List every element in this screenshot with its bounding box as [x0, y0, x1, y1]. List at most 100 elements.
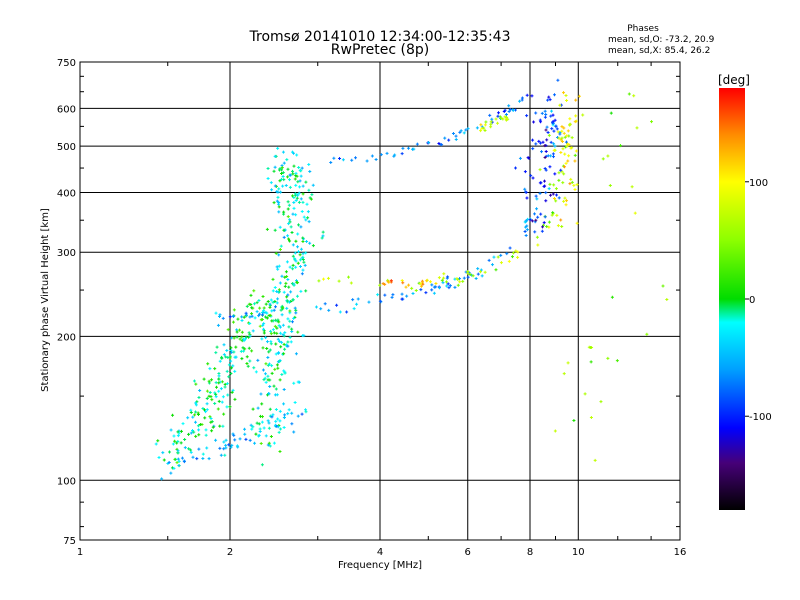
echo-point [291, 212, 295, 216]
echo-point [231, 388, 235, 392]
chart-title-line2: RwPretec (8p) [331, 42, 429, 58]
echo-point [568, 117, 572, 121]
echo-point [275, 190, 279, 194]
echo-point [400, 292, 404, 296]
y-tick-label: 400 [57, 188, 76, 199]
echo-point [283, 413, 287, 417]
echo-point [233, 438, 237, 442]
echo-point [235, 330, 239, 334]
echo-point [282, 161, 286, 165]
echo-point [228, 315, 232, 319]
echo-point [560, 136, 564, 140]
x-tick-label: 6 [465, 547, 471, 558]
echo-point [213, 367, 217, 371]
echo-point [546, 130, 550, 134]
echo-point [244, 335, 248, 339]
echo-point [558, 132, 562, 136]
echo-point [258, 306, 262, 310]
echo-point [265, 227, 269, 231]
echo-point [386, 280, 390, 284]
echo-point [297, 223, 301, 227]
echo-point [277, 430, 281, 434]
echo-point [189, 431, 193, 435]
echo-point [543, 179, 547, 183]
echo-point [296, 380, 300, 384]
echo-point [559, 168, 563, 172]
echo-point [549, 154, 553, 158]
echo-point [645, 332, 649, 336]
echo-point [484, 120, 488, 124]
echo-point [265, 311, 269, 315]
echo-point [544, 128, 548, 132]
echo-point [286, 412, 290, 416]
echo-point [224, 438, 228, 442]
echo-point [458, 277, 462, 281]
echo-point [302, 334, 306, 338]
echo-point [462, 276, 466, 280]
echo-point [194, 382, 198, 386]
echo-point [293, 251, 297, 255]
echo-point [270, 371, 274, 375]
echo-point [280, 274, 284, 278]
echo-point [296, 261, 300, 265]
colorbar-tick-label: -100 [749, 412, 772, 423]
echo-point [286, 293, 290, 297]
echo-point [304, 410, 308, 414]
echo-point [209, 417, 213, 421]
echo-point [279, 190, 283, 194]
echo-point [442, 276, 446, 280]
echo-point [274, 251, 278, 255]
echo-point [192, 379, 196, 383]
echo-point [264, 434, 268, 438]
echo-point [549, 193, 553, 197]
echo-point [292, 196, 296, 200]
echo-point [250, 349, 254, 353]
echo-point [275, 331, 279, 335]
echo-point [542, 221, 546, 225]
echo-point [173, 439, 177, 443]
echo-point [544, 149, 548, 153]
echo-point [277, 324, 281, 328]
echo-point [568, 122, 572, 126]
echo-point [321, 230, 325, 234]
echo-point [251, 407, 255, 411]
echo-point [262, 306, 266, 310]
echo-point [277, 320, 281, 324]
echo-point [573, 120, 577, 124]
echo-point [301, 184, 305, 188]
echo-point [635, 126, 639, 130]
echo-point [283, 275, 287, 279]
echo-point [539, 141, 543, 145]
echo-point [173, 457, 177, 461]
echo-point [326, 276, 330, 280]
echo-point [205, 446, 209, 450]
echo-point [321, 234, 325, 238]
echo-point [221, 424, 225, 428]
echo-point [279, 308, 283, 312]
echo-point [550, 127, 554, 131]
echo-point [189, 450, 193, 454]
echo-point [563, 152, 567, 156]
echo-point [294, 183, 298, 187]
echo-point [267, 313, 271, 317]
echo-point [310, 193, 314, 197]
echo-point [543, 156, 547, 160]
echo-point [540, 150, 544, 154]
echo-point [281, 150, 285, 154]
echo-point [288, 220, 292, 224]
echo-point [294, 199, 298, 203]
echo-point [273, 324, 277, 328]
echo-point [197, 433, 201, 437]
echo-point [567, 143, 571, 147]
echo-point [289, 225, 293, 229]
echo-point [286, 175, 290, 179]
echo-point [565, 99, 569, 103]
echo-point [305, 240, 309, 244]
echo-point [270, 188, 274, 192]
echo-point [374, 158, 378, 162]
echo-point [283, 284, 287, 288]
echo-point [492, 255, 496, 259]
echo-point [518, 156, 522, 160]
echo-point [202, 377, 206, 381]
echo-point [562, 172, 566, 176]
